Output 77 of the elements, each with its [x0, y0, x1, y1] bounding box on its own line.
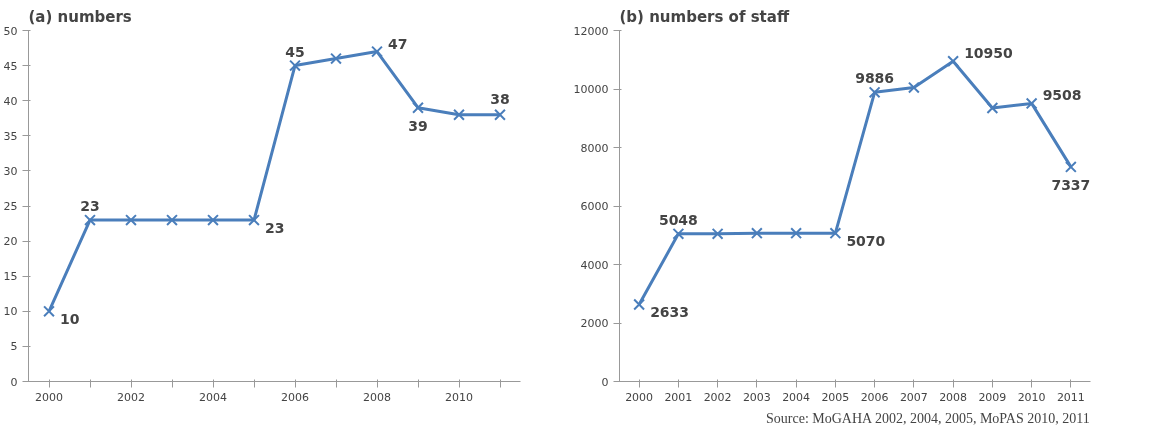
point — [1064, 160, 1077, 173]
y-tick-label: 12000 — [573, 24, 609, 38]
x-tick-label: 2006 — [281, 390, 309, 404]
point — [633, 298, 646, 311]
data-label: 23 — [80, 198, 100, 215]
point — [494, 108, 506, 121]
data-label: 47 — [388, 35, 408, 52]
point — [289, 59, 301, 72]
point — [43, 305, 55, 318]
point — [750, 227, 763, 240]
point — [711, 227, 724, 240]
y-tick-label: 0 — [10, 375, 18, 389]
data-label: 9508 — [1042, 87, 1082, 104]
y-tick-label: 40 — [3, 94, 18, 108]
y-tick-label: 5 — [10, 340, 18, 354]
y-tick-label: 10000 — [573, 83, 609, 96]
x-tick-label: 2003 — [742, 390, 771, 404]
chart-title: (b) numbers of staff — [619, 7, 790, 26]
point — [330, 52, 342, 65]
x-tick-label: 2000 — [625, 390, 654, 404]
y-tick-label: 30 — [3, 164, 18, 178]
x-tick-label: 2001 — [664, 390, 693, 404]
y-tick-label: 8000 — [580, 141, 609, 155]
y-tick-label: 25 — [3, 200, 18, 213]
data-label: 5048 — [658, 211, 698, 228]
x-tick-label: 2010 — [445, 390, 473, 404]
data-label: 38 — [490, 90, 510, 107]
point — [829, 227, 842, 240]
point — [84, 214, 96, 226]
x-tick-label: 2004 — [782, 390, 811, 404]
x-tick-label: 2011 — [1056, 390, 1085, 404]
point — [790, 227, 803, 240]
data-label: 5070 — [846, 233, 886, 250]
point — [125, 214, 137, 226]
y-tick-label: 20 — [3, 235, 18, 249]
x-tick-label: 2005 — [821, 390, 850, 404]
point — [166, 214, 178, 226]
point — [947, 55, 960, 68]
data-label: 2633 — [650, 304, 690, 321]
point — [1025, 97, 1038, 110]
y-tick-label: 50 — [3, 24, 18, 38]
data-label: 10 — [60, 311, 80, 328]
x-tick-label: 2007 — [899, 390, 928, 404]
x-tick-label: 2002 — [703, 390, 732, 404]
y-tick-label: 45 — [3, 59, 18, 73]
y-tick-label: 15 — [3, 270, 18, 284]
point — [371, 45, 383, 58]
x-tick-label: 2000 — [35, 390, 63, 404]
y-tick-label: 2000 — [580, 317, 609, 330]
chart-title: (a) numbers — [28, 7, 132, 26]
data-label: 45 — [285, 43, 305, 60]
x-tick-label: 2008 — [939, 390, 968, 404]
x-tick-label: 2009 — [978, 390, 1007, 404]
point — [248, 214, 260, 226]
x-tick-label: 2004 — [199, 390, 227, 404]
point — [412, 101, 424, 114]
point — [868, 86, 881, 99]
point — [986, 102, 999, 114]
data-label: 10950 — [964, 45, 1014, 62]
point — [672, 227, 685, 240]
y-tick-label: 35 — [3, 129, 18, 143]
y-tick-label: 4000 — [580, 258, 609, 272]
data-label: 39 — [408, 117, 428, 134]
y-tick-label: 10 — [3, 305, 18, 319]
y-tick-label: 0 — [601, 375, 609, 389]
point — [207, 214, 219, 226]
data-label: 23 — [265, 220, 285, 237]
x-tick-label: 2002 — [117, 390, 145, 404]
source-note: Source: MoGAHA 2002, 2004, 2005, MoPAS 2010, 2011 — [766, 410, 1090, 426]
point — [453, 108, 465, 121]
x-tick-label: 2006 — [860, 390, 889, 404]
data-label: 7337 — [1051, 176, 1091, 193]
y-tick-label: 6000 — [580, 200, 609, 213]
point — [907, 81, 920, 94]
data-label: 9886 — [855, 70, 895, 87]
x-tick-label: 2010 — [1017, 390, 1046, 404]
x-tick-label: 2008 — [363, 390, 391, 404]
